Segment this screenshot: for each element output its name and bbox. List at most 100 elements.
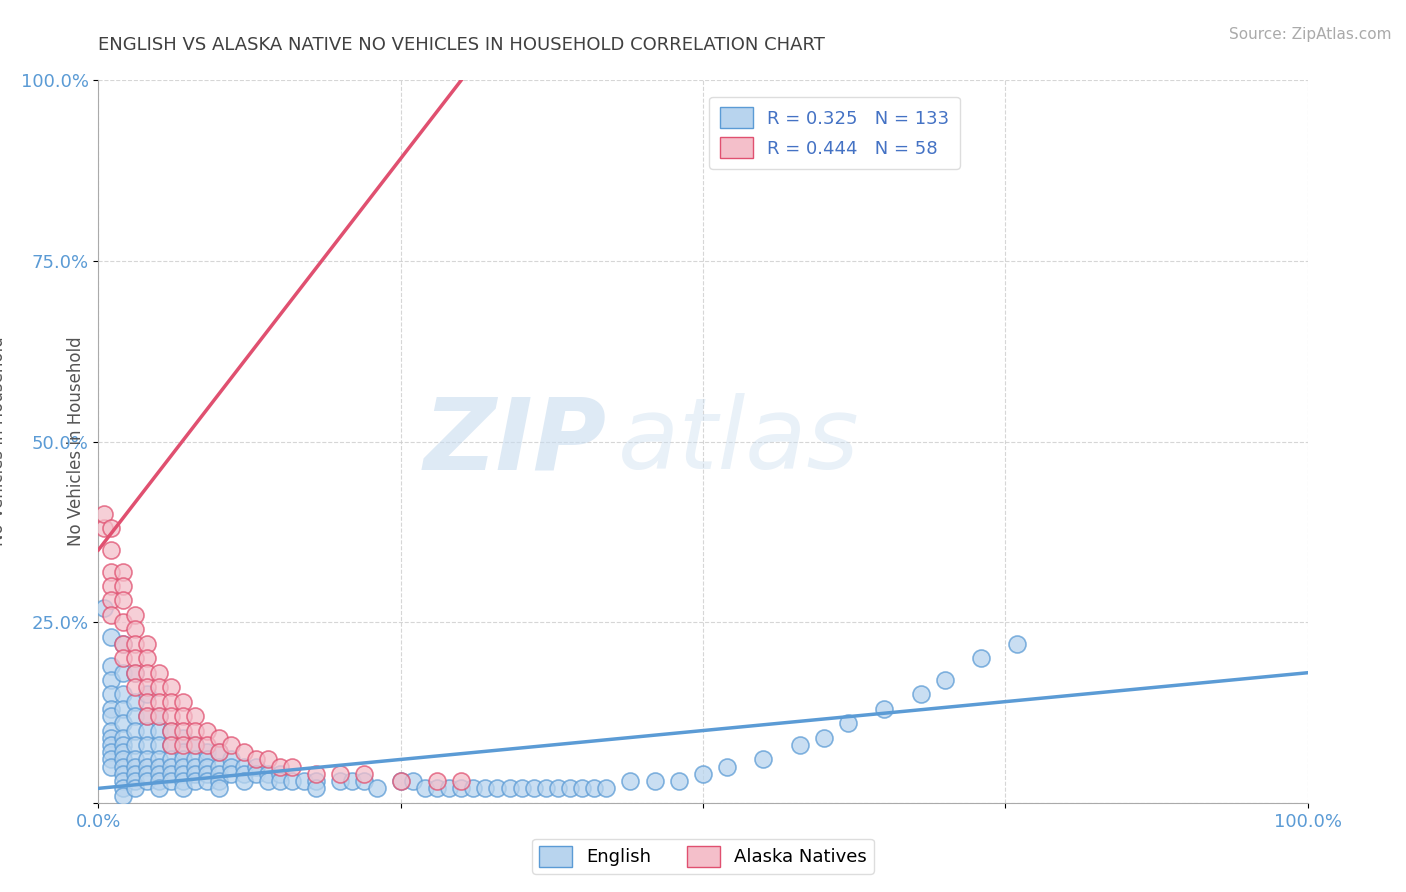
Point xyxy=(148,680,170,694)
Point xyxy=(221,752,243,766)
Point xyxy=(100,752,122,766)
Point xyxy=(256,752,278,766)
Point xyxy=(148,760,170,774)
Point xyxy=(172,709,194,723)
Point xyxy=(172,731,194,745)
Point xyxy=(135,723,157,738)
Point xyxy=(221,767,243,781)
Point xyxy=(474,781,496,796)
Point xyxy=(523,781,546,796)
Point xyxy=(124,774,146,789)
Point xyxy=(111,687,134,701)
Point xyxy=(195,760,218,774)
Point xyxy=(305,781,328,796)
Point xyxy=(100,542,122,557)
Legend: R = 0.325   N = 133, R = 0.444   N = 58: R = 0.325 N = 133, R = 0.444 N = 58 xyxy=(709,96,960,169)
Text: Source: ZipAtlas.com: Source: ZipAtlas.com xyxy=(1229,27,1392,42)
Point xyxy=(195,774,218,789)
Point xyxy=(232,767,254,781)
Legend: English, Alaska Natives: English, Alaska Natives xyxy=(531,838,875,874)
Point xyxy=(195,745,218,759)
Point xyxy=(172,781,194,796)
Point xyxy=(100,702,122,716)
Point xyxy=(208,767,231,781)
Point xyxy=(195,723,218,738)
Point xyxy=(837,716,859,731)
Point xyxy=(111,767,134,781)
Point xyxy=(184,760,207,774)
Point xyxy=(100,579,122,593)
Point xyxy=(413,781,436,796)
Point xyxy=(970,651,993,665)
Point xyxy=(668,774,690,789)
Point xyxy=(111,716,134,731)
Point xyxy=(281,774,304,789)
Point xyxy=(329,774,352,789)
Point xyxy=(305,767,328,781)
Point xyxy=(160,738,183,752)
Point xyxy=(135,637,157,651)
Point xyxy=(160,738,183,752)
Point xyxy=(124,760,146,774)
Point xyxy=(184,752,207,766)
Point xyxy=(595,781,617,796)
Text: ENGLISH VS ALASKA NATIVE NO VEHICLES IN HOUSEHOLD CORRELATION CHART: ENGLISH VS ALASKA NATIVE NO VEHICLES IN … xyxy=(98,36,825,54)
Point xyxy=(111,593,134,607)
Point xyxy=(135,695,157,709)
Point xyxy=(135,738,157,752)
Point xyxy=(329,767,352,781)
Point xyxy=(716,760,738,774)
Point xyxy=(160,723,183,738)
Point xyxy=(124,680,146,694)
Point xyxy=(1007,637,1029,651)
Point xyxy=(124,607,146,622)
Point xyxy=(208,774,231,789)
Point xyxy=(208,745,231,759)
Point xyxy=(353,767,375,781)
Point xyxy=(111,702,134,716)
Point xyxy=(124,709,146,723)
Point xyxy=(558,781,581,796)
Point xyxy=(100,709,122,723)
Point xyxy=(135,774,157,789)
Point xyxy=(547,781,569,796)
Point xyxy=(232,774,254,789)
Point xyxy=(148,752,170,766)
Point xyxy=(111,752,134,766)
Point xyxy=(292,774,315,789)
Point xyxy=(100,731,122,745)
Point xyxy=(172,760,194,774)
Point xyxy=(172,774,194,789)
Point xyxy=(111,731,134,745)
Point xyxy=(208,731,231,745)
Point xyxy=(619,774,641,789)
Point xyxy=(437,781,460,796)
Point xyxy=(135,760,157,774)
Point xyxy=(148,781,170,796)
Point xyxy=(100,687,122,701)
Point xyxy=(208,745,231,759)
Point xyxy=(208,781,231,796)
Point xyxy=(450,774,472,789)
Point xyxy=(195,738,218,752)
Point xyxy=(148,723,170,738)
Point xyxy=(148,709,170,723)
Point xyxy=(195,752,218,766)
Point xyxy=(184,767,207,781)
Point xyxy=(148,774,170,789)
Point xyxy=(148,709,170,723)
Point xyxy=(184,738,207,752)
Point xyxy=(111,637,134,651)
Point xyxy=(184,738,207,752)
Point xyxy=(172,723,194,738)
Point xyxy=(160,767,183,781)
Point xyxy=(135,709,157,723)
Point xyxy=(172,745,194,759)
Point xyxy=(571,781,593,796)
Point xyxy=(160,680,183,694)
Point xyxy=(148,665,170,680)
Point xyxy=(124,665,146,680)
Point xyxy=(100,760,122,774)
Point xyxy=(111,789,134,803)
Point xyxy=(160,774,183,789)
